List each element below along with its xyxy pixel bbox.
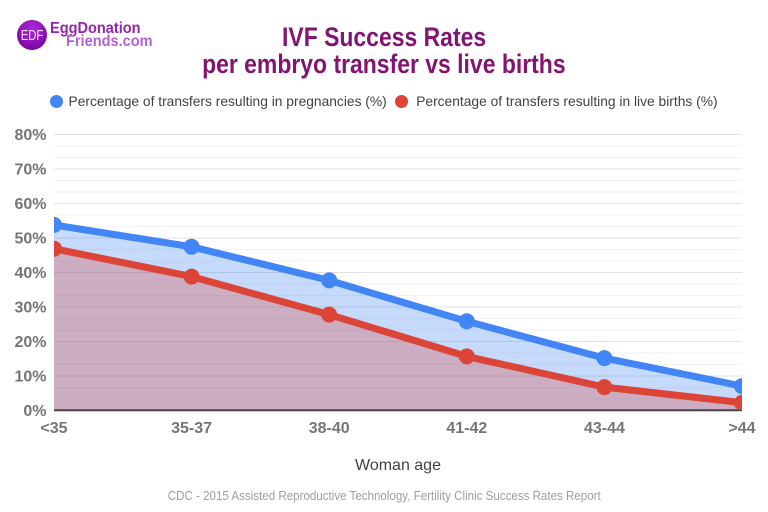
svg-text:41-42: 41-42	[446, 420, 487, 437]
svg-text:0%: 0%	[23, 403, 46, 420]
svg-text:43-44: 43-44	[584, 420, 625, 437]
svg-text:50%: 50%	[14, 230, 46, 247]
svg-text:40%: 40%	[14, 265, 46, 282]
svg-text:10%: 10%	[14, 368, 46, 385]
svg-text:>44: >44	[728, 420, 755, 437]
svg-text:60%: 60%	[14, 196, 46, 213]
svg-text:<35: <35	[40, 420, 67, 437]
svg-text:20%: 20%	[14, 334, 46, 351]
svg-text:38-40: 38-40	[309, 420, 350, 437]
svg-text:70%: 70%	[14, 161, 46, 178]
svg-text:30%: 30%	[14, 299, 46, 316]
svg-text:80%: 80%	[14, 127, 46, 144]
svg-text:35-37: 35-37	[171, 420, 212, 437]
